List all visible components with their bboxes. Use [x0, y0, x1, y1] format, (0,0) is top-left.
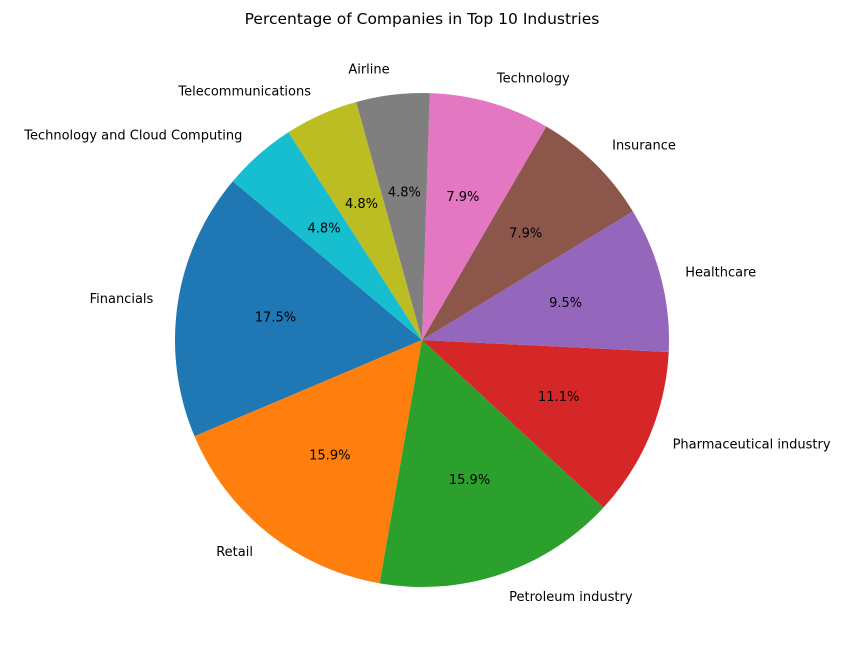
pie-labels: 17.5% Financials 15.9% Retail 15.9% Petroleum… [23, 63, 831, 605]
pct-label-insurance: 7.9% [509, 227, 542, 242]
slice-label-petroleum-industry: Petroleum industry [509, 590, 633, 605]
pie-slice-financials [174, 181, 422, 437]
pie-slice-healthcare [422, 211, 669, 352]
slice-label-financials: Financials [90, 292, 154, 307]
pie-slice-pharmaceutical-industry [422, 340, 669, 508]
slice-label-airline: Airline [348, 63, 389, 78]
pie-slice-petroleum-industry [379, 340, 604, 587]
slice-label-pharmaceutical-industry: Pharmaceutical industry [673, 438, 831, 453]
slice-label-healthcare: Healthcare [685, 265, 756, 280]
slice-label-technology: Technology [496, 71, 570, 86]
pct-label-airline: 4.8% [388, 185, 421, 200]
pct-label-financials: 17.5% [255, 311, 296, 326]
pie-slice-telecommunications [288, 101, 422, 341]
pct-label-technology-and-cloud-computing: 4.8% [308, 221, 341, 236]
pct-label-telecommunications: 4.8% [345, 197, 378, 212]
pie-slice-retail [194, 340, 422, 584]
slice-label-insurance: Insurance [612, 138, 676, 153]
pie-slice-technology [422, 93, 547, 340]
pie-slices [174, 93, 669, 587]
slice-label-retail: Retail [216, 545, 253, 560]
pct-label-healthcare: 9.5% [549, 296, 582, 311]
slice-label-technology-and-cloud-computing: Technology and Cloud Computing [23, 129, 242, 144]
slice-label-telecommunications: Telecommunications [177, 84, 311, 99]
pie-slice-technology-and-cloud-computing [232, 132, 422, 340]
pct-label-petroleum-industry: 15.9% [449, 473, 490, 488]
chart-title: Percentage of Companies in Top 10 Indust… [245, 10, 600, 28]
pie-slice-airline [356, 93, 430, 340]
pct-label-technology: 7.9% [446, 190, 479, 205]
pct-label-pharmaceutical-industry: 11.1% [538, 390, 579, 405]
pct-label-retail: 15.9% [309, 449, 350, 464]
pie-slice-insurance [422, 126, 633, 341]
